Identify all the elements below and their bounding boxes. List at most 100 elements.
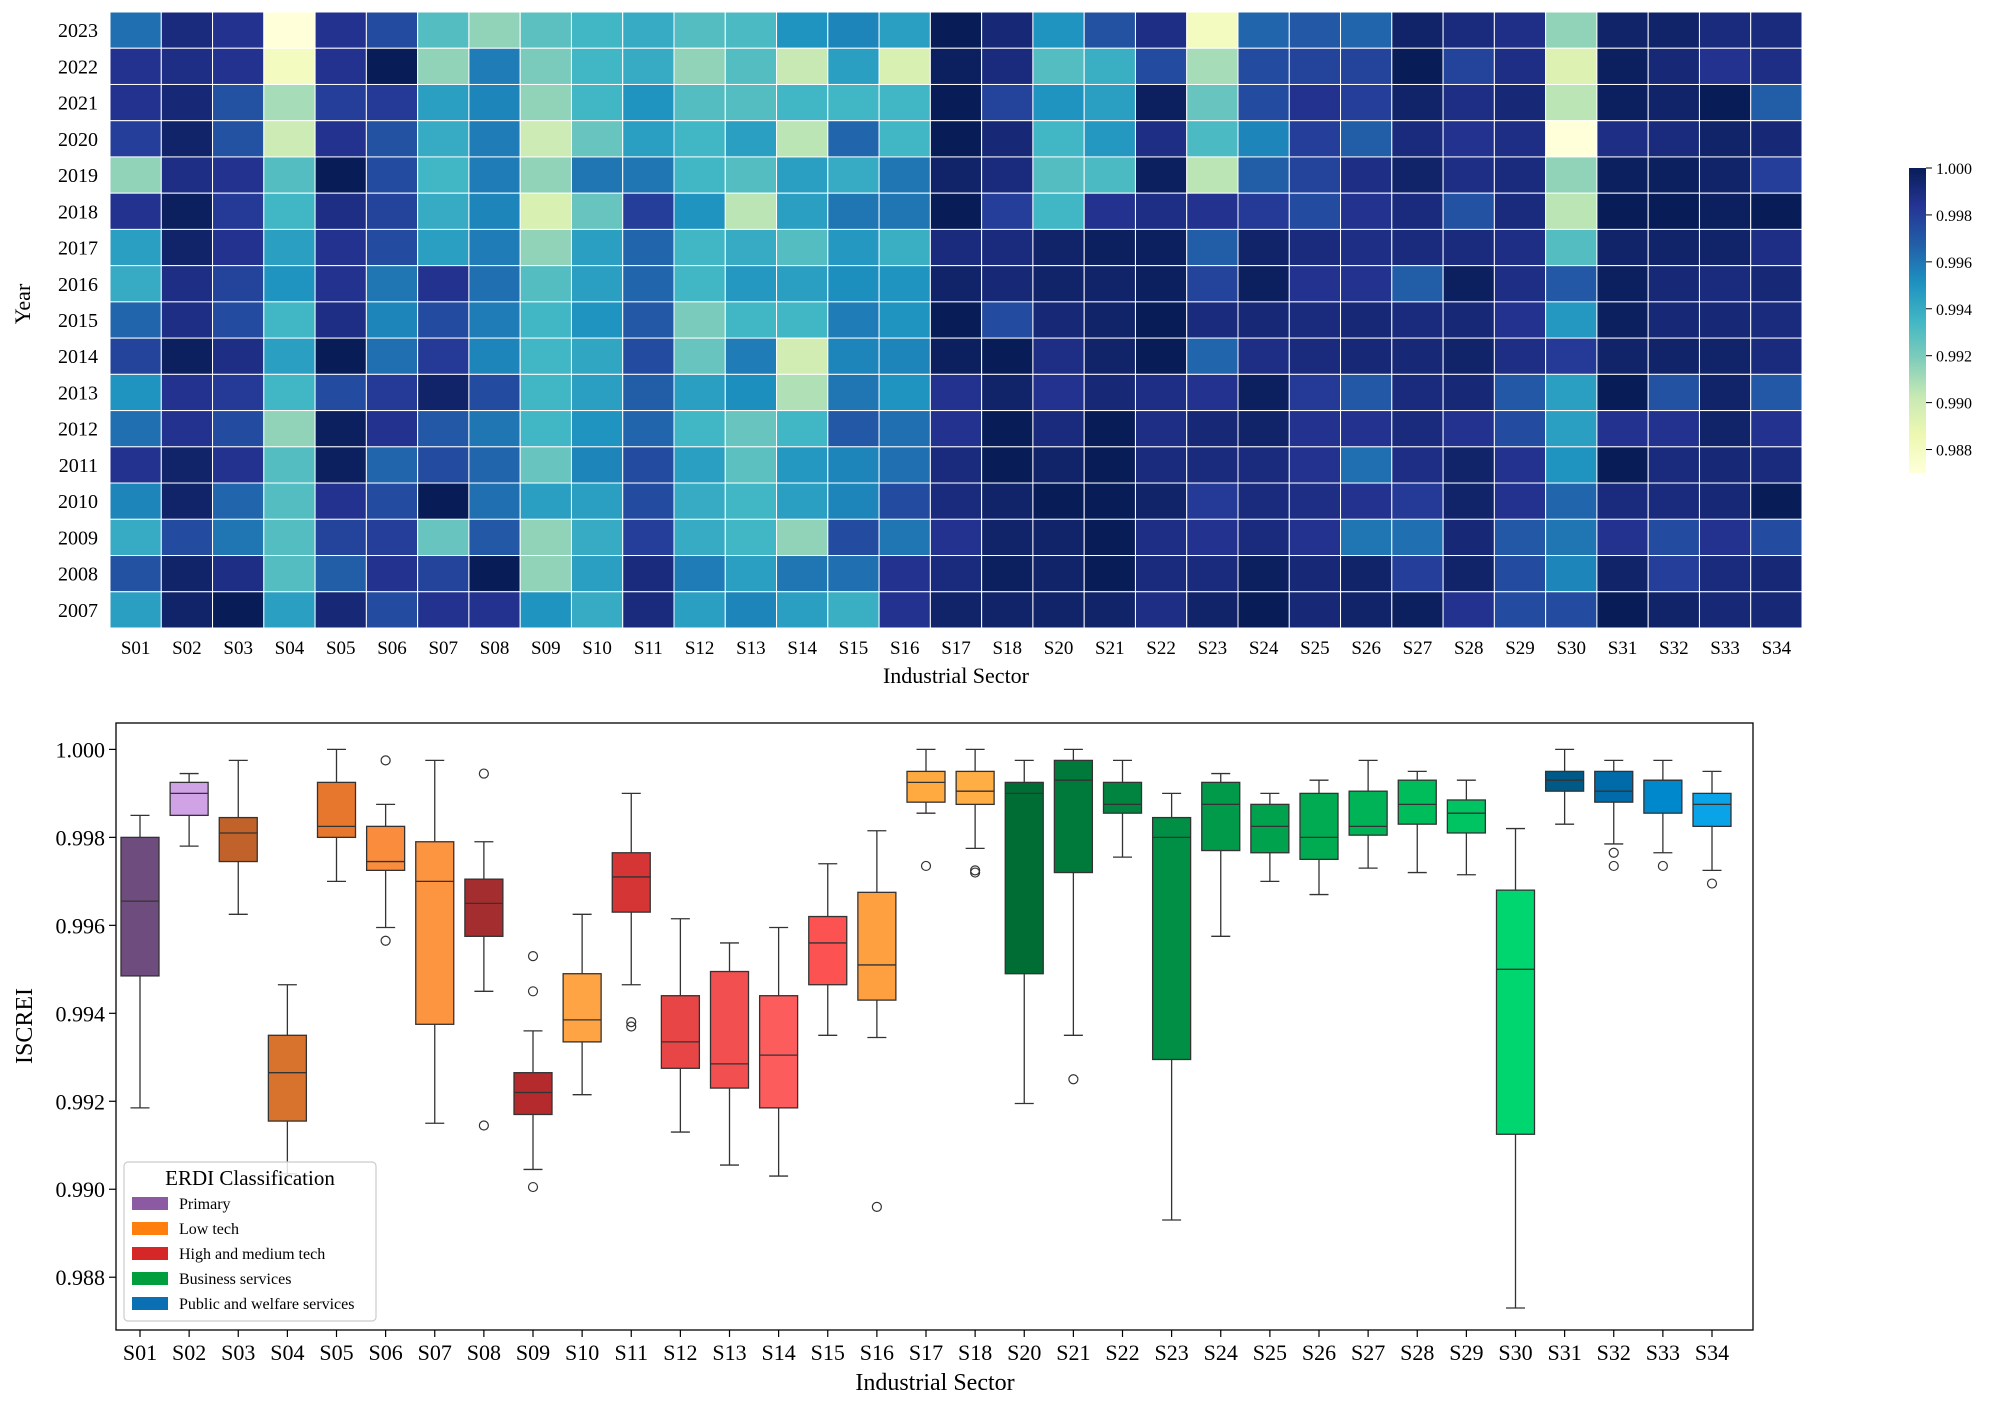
heatmap-cell (314, 11, 367, 49)
box-s04 (267, 984, 308, 1175)
heatmap-cell (1442, 591, 1495, 629)
heatmap-cell (212, 482, 265, 520)
heatmap-cell (878, 156, 931, 194)
heatmap-cell (314, 301, 367, 339)
heatmap-cell (468, 482, 521, 520)
heatmap-cell (673, 11, 726, 49)
heatmap-cell (981, 156, 1034, 194)
heatmap-cell (724, 591, 778, 629)
heatmap-cell (109, 156, 162, 194)
box-plot-frame (115, 722, 1754, 1331)
box-s12 (660, 918, 701, 1133)
heatmap-cell (1596, 228, 1649, 267)
heatmap-cell (724, 265, 778, 303)
heatmap-cell (1647, 192, 1700, 230)
heatmap-cell (417, 482, 470, 520)
heatmap-cell (724, 83, 778, 122)
box-plot-x-tick-label: S11 (615, 1340, 648, 1365)
heatmap-cell (1134, 482, 1188, 520)
box-plot-y-tick-label: 1.000 (56, 737, 106, 762)
legend-label: Primary (179, 1196, 231, 1213)
heatmap-cell (1391, 518, 1444, 557)
box-plot-x-tick-label: S02 (172, 1340, 206, 1365)
box-iqr (415, 841, 455, 1025)
heatmap-y-tick-label: 2013 (58, 382, 98, 404)
outlier-point (527, 1181, 539, 1193)
heatmap-cell (468, 518, 521, 557)
heatmap-cell (1391, 11, 1444, 49)
box-s08 (464, 768, 504, 1131)
heatmap-cell (1442, 47, 1495, 85)
box-s06 (365, 755, 406, 946)
heatmap-cell (314, 337, 367, 375)
box-s21 (1053, 748, 1094, 1085)
heatmap-cell (929, 591, 983, 629)
heatmap-cell (1237, 192, 1290, 230)
heatmap-cell (1340, 11, 1393, 49)
heatmap-cell (724, 446, 778, 484)
heatmap-y-tick-label: 2019 (58, 165, 98, 187)
heatmap-cell (981, 410, 1034, 448)
heatmap-cell (1340, 265, 1393, 303)
heatmap-cell (673, 228, 726, 267)
heatmap-cell (468, 11, 521, 49)
heatmap-cell (160, 518, 214, 557)
heatmap-x-tick-label: S21 (1095, 638, 1125, 659)
box-iqr (1004, 781, 1044, 975)
heatmap-cell (314, 518, 367, 557)
box-iqr (1594, 770, 1634, 803)
heatmap-cell (314, 373, 367, 412)
heatmap-cell (109, 192, 162, 230)
heatmap-x-tick-label: S03 (223, 638, 253, 659)
heatmap-y-tick-label: 2022 (58, 56, 98, 78)
heatmap-cell (1442, 11, 1495, 49)
box-s18 (955, 748, 995, 878)
outlier-point (920, 860, 932, 872)
heatmap-cell (1698, 83, 1752, 122)
heatmap-y-tick-label: 2012 (58, 419, 98, 441)
heatmap-cells (109, 11, 1803, 629)
heatmap-cell (776, 265, 829, 303)
heatmap-cell (160, 482, 214, 520)
box-iqr (1643, 779, 1683, 814)
heatmap-cell (1083, 228, 1136, 267)
heatmap-cell (1032, 83, 1085, 122)
heatmap-cell (570, 373, 624, 412)
heatmap-cell (1186, 337, 1239, 375)
box-s05 (316, 748, 357, 882)
heatmap-cell (1442, 301, 1495, 339)
heatmap-cell (1545, 156, 1598, 194)
heatmap-cell (724, 156, 778, 194)
heatmap-cell (1237, 337, 1290, 375)
heatmap-cell (1596, 337, 1649, 375)
box-plot-x-tick-label: S21 (1056, 1340, 1090, 1365)
heatmap-cell (1186, 301, 1239, 339)
heatmap-cell (1237, 373, 1290, 412)
heatmap-cell (827, 301, 880, 339)
heatmap-cell (1340, 228, 1393, 267)
heatmap-cell (263, 410, 316, 448)
heatmap-cell (1698, 192, 1752, 230)
heatmap-cell (263, 446, 316, 484)
heatmap-cell (468, 47, 521, 85)
heatmap-cell (1340, 482, 1393, 520)
heatmap-cell (1545, 83, 1598, 122)
box-iqr (267, 1034, 308, 1122)
heatmap-cell (519, 410, 572, 448)
heatmap-cell (109, 555, 162, 593)
heatmap-cell (622, 446, 675, 484)
heatmap-cell (673, 518, 726, 557)
heatmap-cell (1391, 482, 1444, 520)
heatmap-cell (1647, 410, 1700, 448)
box-iqr (1299, 792, 1339, 861)
heatmap-cell (878, 47, 931, 85)
heatmap-cell (160, 192, 214, 230)
heatmap-cell (314, 482, 367, 520)
heatmap-cell (570, 591, 624, 629)
heatmap-cell (263, 373, 316, 412)
heatmap-cell (160, 337, 214, 375)
box-plot-x-ticks: S01 S02 S03 S04 S05 S06 S07 S08 S09 S10 S11 S12 S13 S… (123, 1330, 1729, 1365)
heatmap-cell (673, 156, 726, 194)
heatmap-cell (1032, 120, 1085, 158)
heatmap-cell (1493, 591, 1547, 629)
